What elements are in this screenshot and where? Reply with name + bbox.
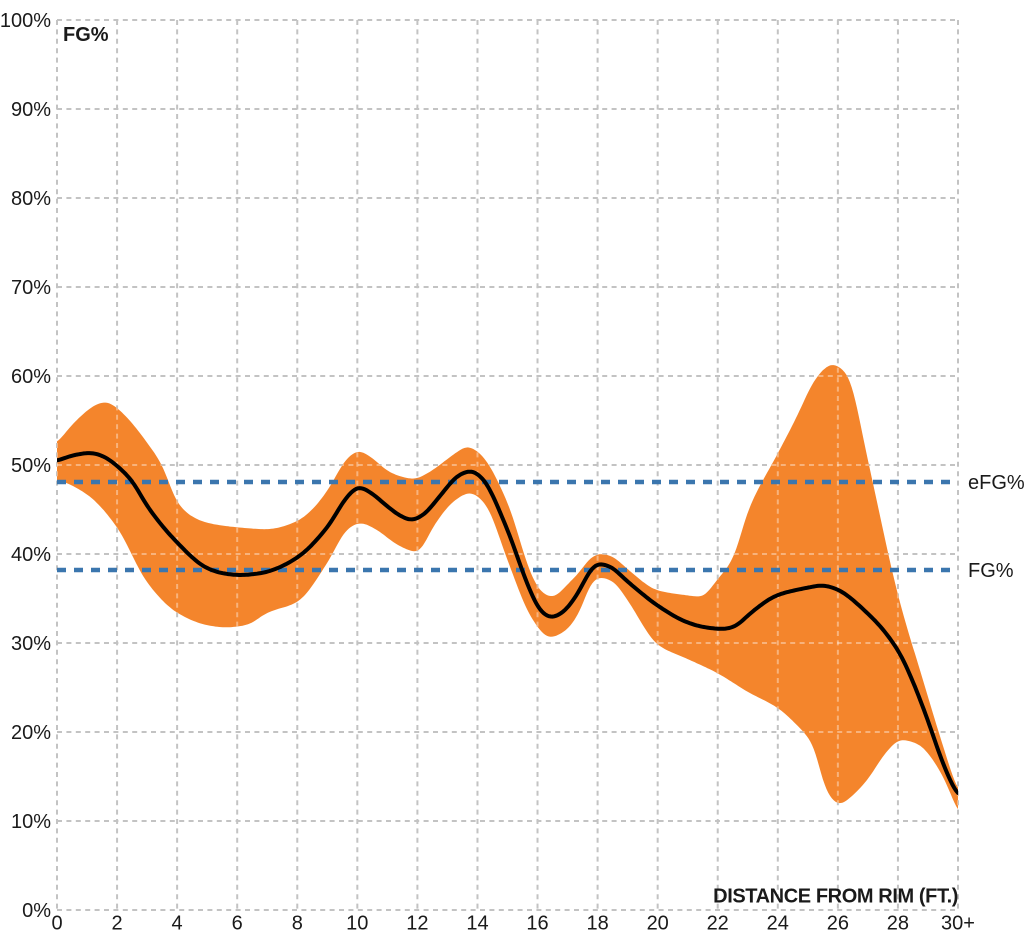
svg-text:10%: 10% [11, 811, 51, 833]
svg-text:10: 10 [346, 913, 368, 935]
svg-text:18: 18 [586, 913, 608, 935]
svg-text:16: 16 [526, 913, 548, 935]
svg-text:50%: 50% [11, 455, 51, 477]
svg-text:FG%: FG% [63, 24, 109, 46]
svg-text:30+: 30+ [941, 913, 975, 935]
svg-text:0: 0 [51, 913, 62, 935]
svg-text:0%: 0% [22, 900, 51, 922]
svg-text:100%: 100% [0, 10, 51, 32]
svg-text:6: 6 [232, 913, 243, 935]
svg-text:DISTANCE FROM RIM (FT.): DISTANCE FROM RIM (FT.) [713, 886, 958, 908]
svg-text:26: 26 [827, 913, 849, 935]
svg-text:20: 20 [647, 913, 669, 935]
svg-text:30%: 30% [11, 633, 51, 655]
svg-text:60%: 60% [11, 366, 51, 388]
svg-text:12: 12 [406, 913, 428, 935]
svg-text:FG%: FG% [968, 560, 1014, 582]
svg-text:20%: 20% [11, 722, 51, 744]
svg-text:4: 4 [172, 913, 183, 935]
svg-text:40%: 40% [11, 544, 51, 566]
svg-text:eFG%: eFG% [968, 472, 1025, 494]
svg-text:24: 24 [767, 913, 789, 935]
svg-text:70%: 70% [11, 277, 51, 299]
svg-text:28: 28 [887, 913, 909, 935]
svg-text:90%: 90% [11, 99, 51, 121]
svg-text:2: 2 [112, 913, 123, 935]
svg-text:22: 22 [707, 913, 729, 935]
svg-text:80%: 80% [11, 188, 51, 210]
svg-text:14: 14 [466, 913, 488, 935]
svg-text:8: 8 [292, 913, 303, 935]
